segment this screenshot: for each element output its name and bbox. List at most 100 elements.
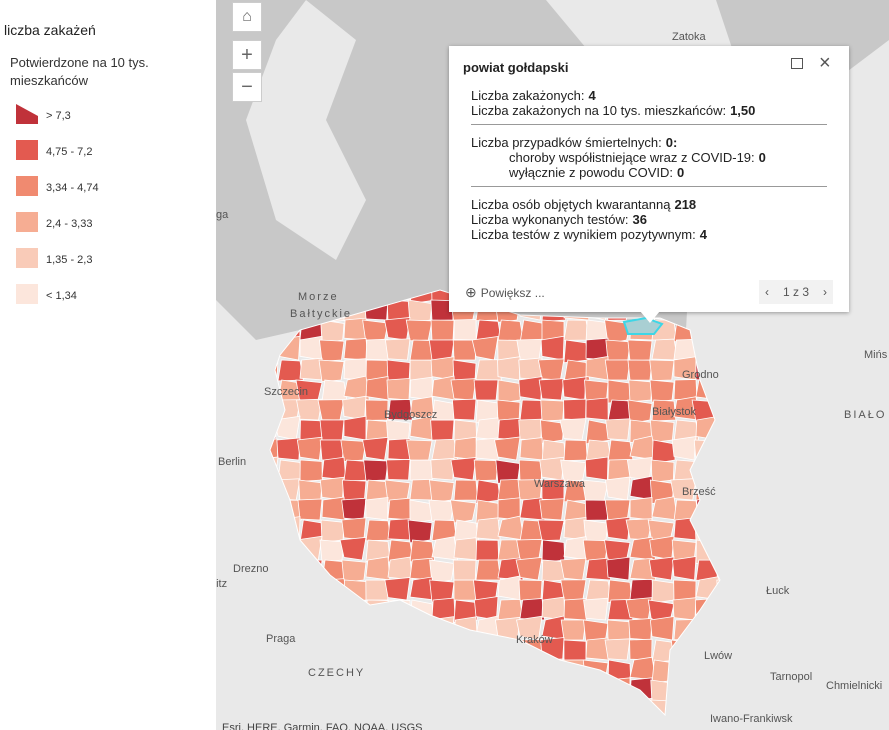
district — [649, 616, 675, 641]
district — [318, 597, 345, 621]
district — [519, 656, 543, 681]
district — [409, 539, 435, 563]
district — [473, 379, 499, 401]
zoom-out-button[interactable]: − — [232, 72, 262, 102]
district — [563, 319, 590, 341]
district — [450, 378, 477, 401]
district — [429, 658, 455, 681]
district — [629, 638, 653, 661]
district — [408, 638, 433, 661]
close-button[interactable]: × — [819, 52, 831, 74]
district — [649, 359, 675, 382]
map-label: Grodno — [682, 369, 719, 381]
district — [497, 699, 523, 715]
district — [386, 639, 411, 664]
district — [270, 699, 279, 715]
pager-text: 1 z 3 — [782, 285, 809, 299]
district — [277, 698, 303, 715]
district — [497, 515, 525, 541]
district — [274, 679, 301, 704]
district — [343, 636, 369, 661]
district — [362, 436, 389, 461]
district — [560, 619, 587, 641]
district — [321, 379, 348, 403]
district — [649, 419, 675, 443]
popup-line: wyłącznie z powodu COVID: 0 — [471, 165, 827, 180]
district — [692, 675, 719, 701]
popup-group: Liczba zakażonych: 4 Liczba zakażonych na … — [471, 88, 827, 125]
district — [672, 659, 697, 681]
district — [694, 597, 719, 621]
district — [560, 579, 587, 601]
district — [540, 335, 565, 361]
district — [452, 559, 477, 581]
map-label: Mińs — [864, 349, 888, 361]
district — [717, 339, 720, 365]
district — [540, 399, 565, 422]
district — [277, 539, 305, 562]
district — [270, 678, 279, 701]
district — [629, 557, 657, 581]
district — [691, 619, 719, 644]
district — [693, 659, 719, 681]
district — [694, 519, 719, 543]
pager[interactable]: ‹ 1 z 3 › — [759, 280, 833, 304]
district — [475, 559, 502, 581]
district — [717, 459, 720, 485]
popup-line: Liczba zakażonych: 4 — [471, 88, 827, 103]
district — [409, 459, 433, 481]
district — [384, 577, 411, 601]
district — [299, 335, 323, 361]
zoom-to[interactable]: ⊕ Powiększ ... — [465, 284, 545, 300]
district — [321, 578, 349, 601]
legend-panel: liczba zakażeń Potwierdzone na 10 tys. m… — [0, 0, 216, 730]
district — [539, 498, 565, 521]
district — [651, 439, 676, 465]
map-label: Łuck — [766, 585, 790, 597]
district — [339, 679, 367, 701]
popup-group: Liczba osób objętych kwarantanną 218 Liczb… — [471, 197, 827, 248]
map-label: Zatoka — [672, 31, 707, 43]
dock-button[interactable] — [791, 58, 803, 69]
home-button[interactable]: ⌂ — [232, 2, 262, 32]
district — [494, 436, 521, 461]
district — [651, 399, 677, 422]
district — [384, 338, 411, 361]
district — [604, 319, 631, 345]
district — [299, 679, 327, 701]
district — [343, 415, 367, 441]
district — [563, 639, 587, 662]
district — [560, 679, 587, 702]
district — [430, 457, 455, 481]
district — [672, 597, 697, 621]
popup: powiat gołdapski × Liczba zakażonych: 4 Li… — [449, 46, 849, 312]
field-label: Liczba wykonanych testów: — [471, 212, 629, 227]
district — [496, 675, 521, 701]
district — [405, 319, 433, 342]
map-label: Chmielnicki — [826, 680, 882, 692]
district — [582, 539, 609, 562]
district — [475, 417, 502, 441]
district — [585, 397, 609, 421]
district — [319, 439, 345, 461]
district — [607, 439, 634, 463]
district — [475, 659, 502, 681]
district — [672, 556, 697, 581]
district — [406, 439, 433, 462]
district — [538, 378, 565, 401]
district — [497, 598, 524, 621]
district — [428, 499, 455, 523]
district — [497, 575, 522, 601]
district — [318, 679, 345, 702]
zoom-in-button[interactable]: + — [232, 40, 262, 70]
district — [296, 436, 323, 461]
legend-swatch — [16, 212, 38, 232]
district — [270, 337, 279, 361]
field-value: 0 — [758, 150, 766, 165]
district — [563, 439, 588, 462]
district — [429, 479, 455, 504]
district — [296, 398, 323, 421]
field-label: Liczba zakażonych: — [471, 88, 585, 103]
district — [671, 435, 697, 461]
district — [409, 656, 434, 681]
